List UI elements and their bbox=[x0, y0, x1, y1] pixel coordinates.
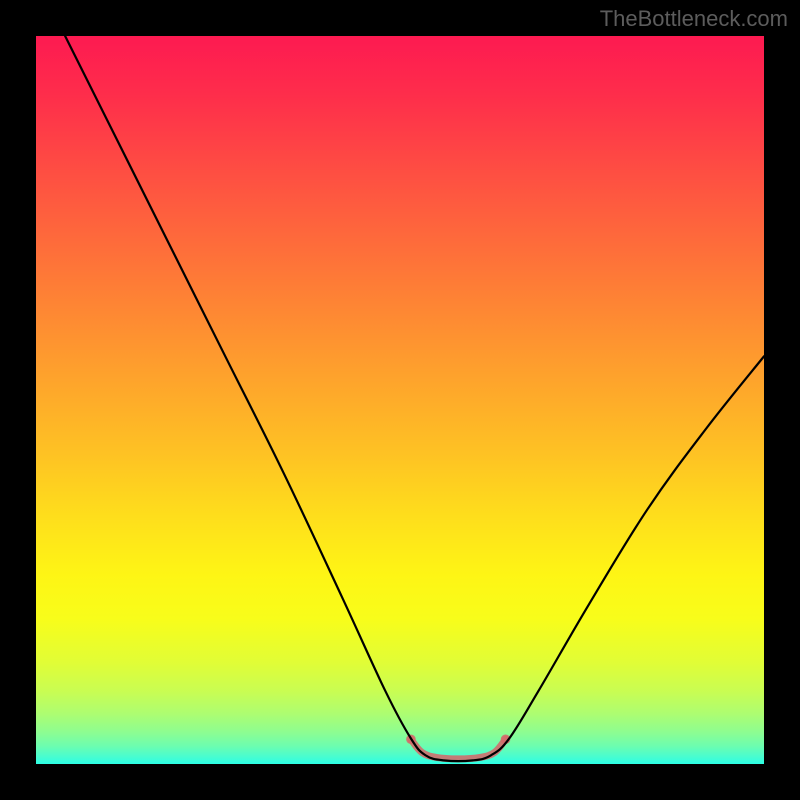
bottleneck-chart bbox=[36, 36, 764, 764]
chart-svg bbox=[36, 36, 764, 764]
watermark-text: TheBottleneck.com bbox=[600, 6, 788, 32]
chart-background bbox=[36, 36, 764, 764]
